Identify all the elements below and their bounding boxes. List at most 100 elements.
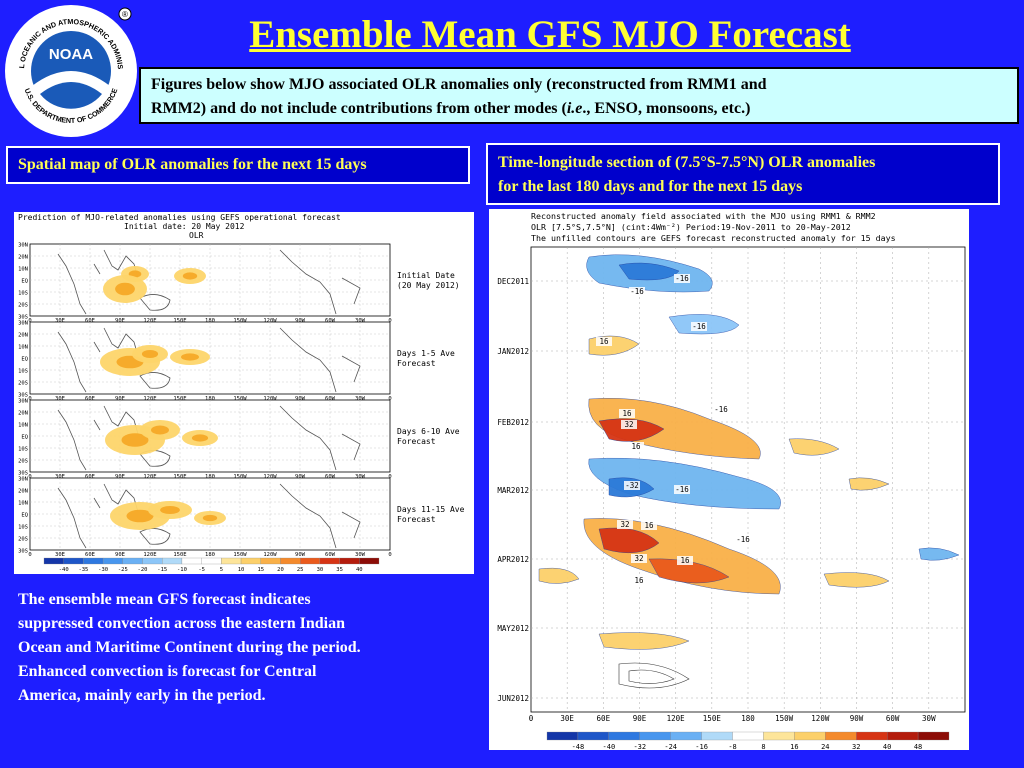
hov-header-2: OLR [7.5°S,7.5°N] (cint:4Wm⁻²) Period:19… [531, 222, 851, 232]
hov-contour-label: 16 [680, 556, 690, 565]
time-longitude-caption-line-2: for the last 180 days and for the next 1… [498, 178, 803, 195]
hov-anomaly-contour [618, 262, 680, 281]
map-colorbar-swatch [280, 557, 301, 565]
map-lat-label: 10S [18, 525, 28, 531]
forecast-summary: The ensemble mean GFS forecast indicates… [18, 588, 468, 708]
map-colorbar-swatch [102, 557, 123, 565]
map-lon-label: 0 [28, 474, 31, 480]
map-lon-label: 180 [205, 474, 215, 480]
map-lon-label: 90W [295, 318, 306, 324]
hov-anomaly-contour [598, 418, 665, 442]
map-colorbar-swatch [63, 557, 84, 565]
map-colorbar-label: -25 [118, 567, 128, 573]
map-lon-label: 90W [295, 552, 306, 558]
map-lon-label: 150W [233, 396, 247, 402]
noaa-logo: NOAA NATIONAL OCEANIC AND ATMOSPHERIC AD… [4, 4, 137, 137]
map-lon-label: 30E [55, 552, 65, 558]
map-colorbar-swatch [83, 557, 104, 565]
map-lon-label: 150W [233, 474, 247, 480]
map-lon-label: 150E [173, 474, 186, 480]
hovmoller-diagram: Reconstructed anomaly field associated w… [489, 209, 969, 750]
map-colorbar-swatch [201, 557, 222, 565]
hov-colorbar-swatch [546, 731, 579, 741]
map-lon-label: 180 [205, 552, 215, 558]
hov-contour-label: 16 [631, 442, 641, 451]
hov-lon-label: 150W [775, 714, 794, 723]
map-lon-label: 30W [355, 318, 366, 324]
hov-lon-label: 120W [811, 714, 830, 723]
map-colorbar-swatch [339, 557, 360, 565]
map-lon-label: 90W [295, 396, 306, 402]
hov-time-label: MAY2012 [497, 624, 529, 633]
hov-lon-label: 150E [703, 714, 722, 723]
hov-colorbar-label: 8 [761, 743, 765, 750]
map-lon-label: 120W [263, 474, 277, 480]
hov-contour-label: 32 [634, 554, 643, 563]
hov-contour-label: 16 [622, 409, 632, 418]
hov-colorbar-label: 32 [852, 743, 860, 750]
map-header-3: OLR [189, 231, 204, 240]
hov-header-3: The unfilled contours are GEFS forecast … [531, 233, 896, 243]
hov-lon-label: 0 [529, 714, 534, 723]
hov-colorbar-swatch [701, 731, 733, 741]
map-colorbar-swatch [260, 557, 281, 565]
hov-colorbar-label: 16 [790, 743, 798, 750]
map-lon-label: 30W [355, 552, 366, 558]
hov-colorbar-label: -8 [728, 743, 736, 750]
map-lon-label: 60W [325, 396, 336, 402]
map-colorbar-label: -5 [198, 567, 205, 573]
map-colorbar-swatch [181, 557, 202, 565]
svg-text:®: ® [122, 10, 128, 19]
map-lon-label: 90E [115, 396, 125, 402]
map-panel-label: Initial Date [397, 271, 455, 280]
hov-time-label: FEB2012 [497, 418, 529, 427]
hov-contour-label: -16 [675, 485, 689, 494]
map-colorbar-label: -15 [157, 567, 167, 573]
map-colorbar-swatch [319, 557, 340, 565]
map-lat-label: 20N [18, 333, 28, 339]
hov-anomaly-contour [918, 547, 960, 561]
map-lon-label: 30E [55, 474, 65, 480]
hov-colorbar-label: 48 [914, 743, 922, 750]
map-colorbar: -40 -35 -30 -25 -20 -15 -10 -5 5 10 15 20 25 30 35 40 [43, 557, 380, 573]
map-lon-label: 0 [388, 318, 391, 324]
hov-colorbar-swatch [825, 731, 857, 741]
map-lon-label: 150E [173, 396, 186, 402]
summary-line-1: The ensemble mean GFS forecast indicates [18, 591, 311, 608]
map-lon-label: 60W [325, 552, 336, 558]
map-panel-label: Forecast [397, 359, 436, 368]
hov-time-label: DEC2011 [497, 277, 529, 286]
hov-contour-label: 16 [644, 521, 654, 530]
map-lon-label: 120E [143, 318, 156, 324]
intro-line-2-post: ., ENSO, monsoons, etc.) [582, 100, 751, 117]
map-lat-label: EQ [21, 279, 28, 285]
map-header-2: Initial date: 20 May 2012 [124, 222, 245, 231]
map-lat-label: 30S [18, 393, 28, 399]
hov-lon-label: 180 [741, 714, 755, 723]
summary-line-3: Ocean and Maritime Continent during the … [18, 639, 361, 656]
hov-colorbar-label: -24 [664, 743, 677, 750]
hov-colorbar-label: 24 [821, 743, 829, 750]
hov-colorbar-label: -48 [572, 743, 585, 750]
map-lon-label: 90E [115, 552, 125, 558]
map-lon-label: 0 [28, 318, 31, 324]
intro-box: Figures below show MJO associated OLR an… [139, 67, 1019, 124]
hov-contour-label: 32 [624, 420, 633, 429]
map-panel-label: Days 11-15 Ave [397, 505, 465, 514]
map-lat-label: 10N [18, 423, 28, 429]
hov-forecast-contour [628, 669, 675, 684]
intro-line-2: RMM2) and do not include contributions f… [151, 97, 1007, 121]
hov-colorbar-swatch [856, 731, 888, 741]
map-lat-label: 30S [18, 471, 28, 477]
map-lon-label: 120E [143, 552, 156, 558]
hov-colorbar-label: 40 [883, 743, 891, 750]
map-colorbar-swatch [240, 557, 261, 565]
map-lat-label: EQ [21, 357, 28, 363]
map-colorbar-label: 15 [257, 567, 264, 573]
map-lon-label: 150E [173, 552, 186, 558]
map-lat-label: 30N [18, 243, 28, 249]
map-lon-label: 0 [388, 396, 391, 402]
hov-contour-label: -16 [630, 287, 644, 296]
map-lat-label: 10S [18, 369, 28, 375]
hov-colorbar-swatch [917, 731, 950, 741]
